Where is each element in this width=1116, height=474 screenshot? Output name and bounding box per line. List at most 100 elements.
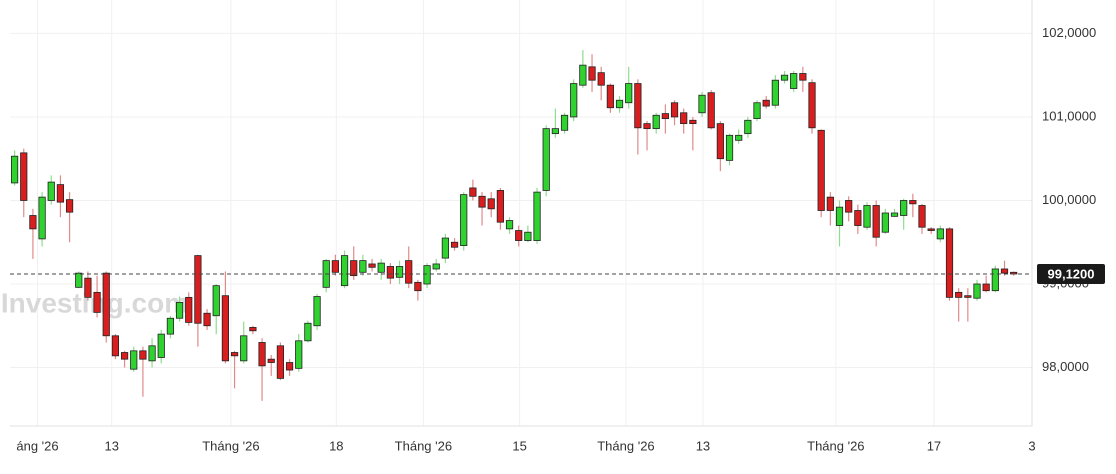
candle-body: [304, 322, 312, 342]
candle-body: [157, 333, 165, 358]
last-price-badge: [1037, 263, 1105, 284]
x-tick-label: 17: [927, 438, 941, 453]
candle-body: [560, 114, 569, 131]
candle-body: [716, 123, 724, 160]
candle-body: [1000, 268, 1009, 274]
candle-body: [185, 296, 193, 323]
candle-body: [93, 291, 101, 313]
candle-body: [395, 266, 404, 278]
candle-body: [652, 114, 660, 130]
candle-body: [10, 155, 19, 184]
candle-body: [478, 195, 486, 208]
x-tick-label: áng '26: [16, 438, 58, 453]
candle-body: [707, 92, 715, 129]
candle-body: [258, 342, 266, 367]
candle-body: [487, 198, 495, 210]
candle-body: [450, 241, 459, 248]
candle-body: [909, 200, 917, 205]
candle-body: [111, 335, 120, 357]
y-tick-label: 100,0000: [1042, 192, 1096, 207]
candle-body: [295, 340, 303, 369]
candle-body: [432, 263, 440, 270]
candle-body: [753, 102, 761, 120]
x-tick-label: Tháng '26: [202, 438, 259, 453]
candle-body: [267, 358, 275, 363]
candle-body: [350, 260, 358, 277]
x-tick-label: 3: [1028, 438, 1035, 453]
candle-body: [441, 237, 449, 259]
candle-body: [84, 277, 92, 298]
candle-body: [570, 83, 578, 118]
y-tick-label: 102,0000: [1042, 25, 1096, 40]
candle-body: [780, 74, 789, 81]
candle-body: [890, 212, 899, 217]
candle-body: [542, 128, 550, 191]
candle-body: [762, 99, 770, 107]
candle-body: [139, 350, 147, 360]
candle-body: [276, 345, 284, 379]
candle-body: [872, 205, 880, 238]
candle-body: [405, 260, 413, 284]
candle-body: [625, 83, 633, 104]
candle-body: [524, 231, 532, 241]
candle-body: [936, 228, 944, 240]
candle-body: [799, 73, 807, 81]
candle-body: [533, 191, 541, 241]
candle-body: [643, 123, 651, 130]
candle-body: [790, 73, 798, 89]
candle-body: [203, 312, 211, 327]
candle-body: [771, 79, 779, 106]
candle-body: [313, 296, 321, 327]
candle-body: [551, 128, 559, 135]
candle-body: [359, 260, 367, 273]
candle-body: [680, 112, 688, 125]
candle-body: [331, 260, 339, 273]
candle-body: [175, 301, 184, 319]
candle-body: [945, 228, 954, 298]
candle-body: [75, 272, 83, 288]
candle-body: [955, 291, 963, 298]
candle-body: [634, 83, 642, 129]
candle-body: [615, 99, 624, 109]
candle-body: [377, 262, 385, 273]
candle-body: [460, 194, 468, 246]
candle-body: [725, 134, 734, 161]
candle-body: [230, 352, 239, 357]
candle-body: [845, 200, 853, 213]
candle-body: [423, 265, 431, 285]
candle-body: [340, 255, 349, 287]
candle-body: [38, 196, 46, 240]
candle-body: [670, 102, 679, 118]
x-tick-label: 15: [512, 438, 526, 453]
x-tick-label: Tháng '26: [395, 438, 452, 453]
candle-body: [606, 84, 614, 109]
candle-body: [964, 295, 972, 298]
candle-body: [863, 205, 871, 228]
candle-body: [29, 215, 37, 230]
candle-body: [808, 82, 816, 129]
candle-body: [47, 181, 55, 201]
candle-body: [854, 210, 862, 226]
candle-body: [973, 283, 981, 299]
candle-body: [881, 212, 889, 233]
candle-body: [744, 119, 752, 135]
x-tick-label: Tháng '26: [807, 438, 864, 453]
candle-body: [982, 283, 990, 292]
candle-body: [469, 187, 477, 197]
candle-body: [817, 129, 825, 211]
candle-body: [689, 119, 697, 125]
candle-body: [56, 184, 65, 203]
candle-body: [221, 295, 229, 362]
last-price-label: 99,1200: [1048, 266, 1095, 281]
candle-body: [285, 362, 294, 371]
candle-body: [148, 345, 156, 362]
candle-body: [579, 64, 587, 86]
candle-body: [166, 317, 175, 335]
candle-body: [927, 228, 935, 231]
candle-body: [918, 205, 926, 228]
candle-body: [826, 196, 834, 211]
x-tick-label: 13: [696, 438, 710, 453]
candle-body: [240, 335, 248, 362]
